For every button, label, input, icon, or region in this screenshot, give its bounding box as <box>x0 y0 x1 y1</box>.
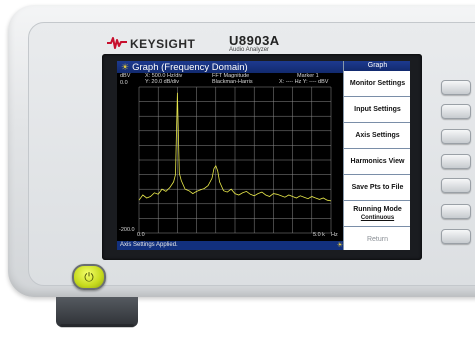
softkey-label: Running Mode <box>353 206 402 213</box>
power-button[interactable]: ⏻ <box>72 264 106 290</box>
y-top-label: 0.0 <box>120 80 128 86</box>
fft-plot <box>138 86 332 234</box>
foot-shadow <box>60 324 134 328</box>
softkey-save-pts-to-file[interactable]: Save Pts to File <box>344 175 410 201</box>
model-number: U8903A <box>229 33 280 48</box>
hardware-softkey-2[interactable] <box>441 104 471 119</box>
status-message: Axis Settings Applied. <box>120 242 178 248</box>
softkey-header: Graph <box>344 61 410 71</box>
model-subtitle: Audio Analyzer <box>229 47 270 53</box>
marker-label: Marker 1 <box>297 73 319 79</box>
sun-icon: ☀ <box>121 62 130 72</box>
softkey-panel: Graph Monitor Settings Input Settings Ax… <box>343 61 410 250</box>
softkey-label: Return <box>366 236 388 243</box>
softkey-label: Harmonics View <box>350 158 405 165</box>
y-scale-label: Y: 20.0 dB/div <box>145 79 179 85</box>
hardware-softkey-1[interactable] <box>441 80 471 95</box>
window-label: Blackman-Harris <box>212 79 253 85</box>
title-bar: ☀ Graph (Frequency Domain) <box>117 61 347 73</box>
hardware-softkey-7[interactable] <box>441 229 471 244</box>
hardware-softkey-6[interactable] <box>441 204 471 219</box>
fft-trace-line <box>138 92 332 202</box>
softkey-harmonics-view[interactable]: Harmonics View <box>344 149 410 175</box>
measurement-label: FFT Magnitude <box>212 73 250 79</box>
y-unit-label: dBV <box>120 73 131 79</box>
hardware-softkey-4[interactable] <box>441 154 471 169</box>
y-bottom-label: -200.0 <box>119 227 135 233</box>
softkey-sublabel: Continuous <box>360 215 395 221</box>
power-icon: ⏻ <box>84 270 94 284</box>
softkey-monitor-settings[interactable]: Monitor Settings <box>344 71 410 97</box>
softkey-input-settings[interactable]: Input Settings <box>344 97 410 123</box>
keysight-wave-icon <box>107 37 127 49</box>
marker-readout: X: ---- Hz Y: ---- dBV <box>279 79 329 85</box>
display-screen: ☀ Graph (Frequency Domain) dBV 0.0 X: 500… <box>117 61 410 250</box>
plot-trace <box>138 92 332 202</box>
instrument-foot <box>56 297 138 327</box>
status-bar: Axis Settings Applied. ☀ <box>117 241 346 250</box>
screen-title: Graph (Frequency Domain) <box>132 62 248 73</box>
hardware-softkey-3[interactable] <box>441 129 471 144</box>
softkey-label: Axis Settings <box>355 132 400 139</box>
brand-name: KEYSIGHT <box>130 37 196 51</box>
softkey-axis-settings[interactable]: Axis Settings <box>344 123 410 149</box>
softkey-running-mode[interactable]: Running Mode Continuous <box>344 201 410 227</box>
softkey-label: Input Settings <box>354 106 401 113</box>
x-start-label: 0.0 <box>137 232 145 238</box>
softkey-return[interactable]: Return <box>344 227 410 250</box>
x-end-label: 5.0 k <box>313 232 325 238</box>
softkey-label: Save Pts to File <box>351 184 404 191</box>
hardware-softkey-5[interactable] <box>441 178 471 193</box>
plot-grid <box>138 86 332 234</box>
sun-icon: ☀ <box>336 242 343 249</box>
softkey-label: Monitor Settings <box>349 80 406 87</box>
x-unit-label: Hz <box>331 232 338 238</box>
x-scale-label: X: 500.0 Hz/div <box>145 73 183 79</box>
